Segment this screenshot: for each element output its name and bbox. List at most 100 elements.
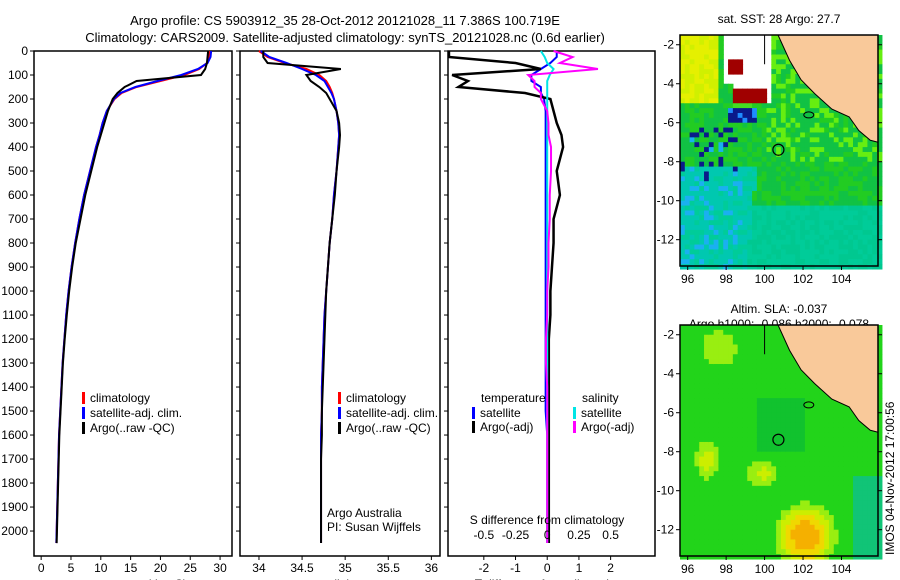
map-cell [833,220,840,226]
map-cell [756,98,763,104]
map-cell [742,122,748,129]
map-cell [737,98,744,104]
map-cell [843,215,849,221]
map-cell [718,427,724,433]
map-cell [756,505,763,511]
map-cell [867,490,873,497]
map-cell [756,471,763,477]
map-cell [689,166,696,173]
lon-tick-label: 102 [793,562,813,576]
map-cell [809,524,816,531]
map-cell [776,378,782,385]
map-cell [766,549,772,555]
map-cell [704,137,710,143]
map-cell [699,349,705,355]
map-cell [723,339,729,346]
map-cell [877,117,883,124]
map-cell [708,354,715,360]
map-cell [867,524,873,531]
map-cell [833,451,840,458]
map-cell [680,402,686,409]
map-cell [684,490,691,497]
map-cell [853,234,859,241]
map-cell [680,510,686,516]
map-cell [785,524,792,531]
map-cell [800,249,806,255]
map-cell [795,78,801,85]
map-cell [680,515,686,521]
map-cell [699,334,705,341]
map-cell [776,544,782,550]
map-cell [795,383,801,389]
map-cell [771,190,777,197]
map-cell [790,229,796,236]
map-cell [800,446,806,453]
map-cell [853,534,859,541]
map-cell [824,181,830,187]
map-cell [713,161,720,168]
map-cell [843,456,849,463]
map-cell [761,254,768,260]
map-cell [728,373,734,380]
map-cell [699,393,705,399]
map-cell [790,456,796,463]
map-cell [824,147,830,153]
map-cell [809,490,816,497]
map-cell [795,441,801,448]
map-cell [800,422,806,428]
map-cell [723,205,729,212]
map-cell [723,220,729,226]
map-cell [776,490,782,497]
map-cell [713,398,720,404]
map-cell [771,98,777,104]
map-cell [732,510,739,516]
map-cell [809,151,816,158]
map-cell [872,544,878,550]
map-cell [800,239,806,246]
map-cell [718,432,724,438]
map-sst_map: sat. SST: 28 Argo: 27.796 98 100 102 104-2-4… [657,12,883,286]
map-cell [766,344,772,350]
map-cell [742,142,748,148]
map-cell [680,181,686,187]
map-cell [747,388,753,394]
map-cell [694,515,700,521]
map-cell [814,388,820,394]
map-cell [785,485,792,492]
map-cell [708,476,715,482]
map-cell [737,505,744,511]
map-cell [848,480,854,487]
map-cell [723,103,729,109]
map-cell [828,519,835,526]
map-cell [689,117,696,124]
map-cell [694,534,700,541]
map-cell [795,108,801,114]
map-cell [689,215,696,221]
map-cell [804,407,811,414]
map-cell [804,156,811,163]
map-cell [689,490,696,497]
map-cell [732,549,739,555]
map-cell [877,176,883,182]
legend-label: climatology [90,391,150,405]
map-cell [828,225,835,231]
map-cell [819,132,825,138]
map-cell [694,519,700,526]
map-cell [684,205,691,212]
map-cell [723,88,729,95]
map-cell [809,500,816,506]
map-cell [819,534,825,541]
map-cell [776,339,782,346]
map-cell [761,368,768,375]
map-cell [680,259,686,265]
map-cell [761,529,768,536]
map-cell [699,539,705,545]
map-cell [838,407,844,414]
map-cell [809,161,816,168]
map-cell [699,373,705,380]
map-cell [862,490,869,497]
y-tick-label: 400 [8,140,28,154]
map-cell [814,466,820,472]
argo-position-marker [772,433,785,446]
map-cell [877,490,883,497]
